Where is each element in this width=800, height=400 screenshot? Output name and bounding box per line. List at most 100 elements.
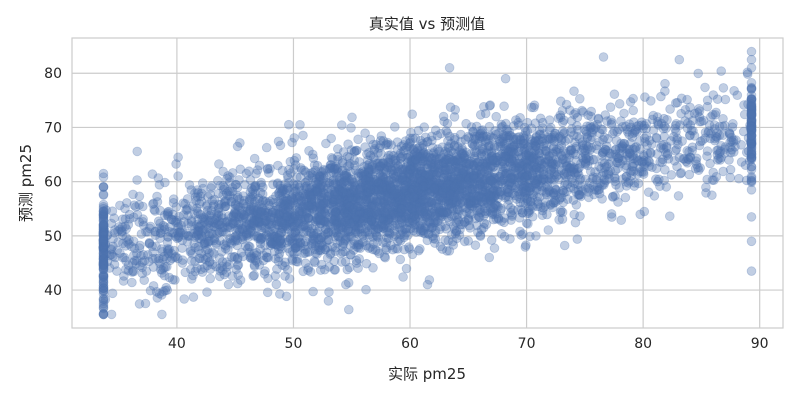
data-point — [693, 165, 704, 176]
data-point — [224, 259, 234, 270]
data-point — [232, 235, 243, 246]
data-point — [422, 137, 432, 147]
data-point — [166, 214, 177, 225]
data-point — [305, 267, 316, 277]
data-point — [98, 236, 109, 247]
data-point — [712, 145, 722, 156]
data-point — [646, 139, 657, 150]
data-point — [577, 153, 588, 163]
data-point — [489, 141, 500, 151]
data-point — [694, 140, 705, 151]
data-point — [409, 143, 419, 154]
data-point — [462, 175, 473, 186]
plot-area — [72, 38, 783, 328]
data-point — [346, 123, 356, 133]
data-point — [480, 108, 491, 119]
data-point — [639, 133, 650, 144]
data-point — [415, 188, 426, 199]
data-point — [433, 160, 444, 170]
data-point — [256, 226, 267, 237]
data-point — [277, 244, 287, 254]
data-point — [110, 225, 120, 235]
data-point — [281, 185, 292, 195]
data-point — [148, 198, 159, 209]
data-point — [583, 141, 593, 152]
data-point — [200, 254, 211, 265]
data-point — [743, 99, 753, 109]
data-point — [562, 179, 573, 190]
data-point — [656, 91, 666, 102]
data-point — [497, 132, 507, 143]
data-point — [413, 198, 424, 208]
data-point — [243, 232, 254, 243]
data-point — [439, 149, 449, 159]
data-point — [528, 187, 538, 198]
data-point — [366, 193, 376, 203]
data-point — [295, 120, 305, 130]
data-point — [569, 178, 580, 189]
data-point — [212, 212, 222, 223]
data-point — [527, 181, 537, 192]
data-point — [501, 191, 512, 201]
data-point — [473, 183, 484, 194]
data-point — [468, 198, 479, 208]
data-point — [647, 114, 658, 125]
data-point — [259, 210, 270, 220]
data-point — [534, 155, 545, 166]
data-point — [283, 243, 293, 254]
data-point — [234, 217, 244, 228]
data-point — [353, 210, 363, 221]
data-point — [153, 256, 164, 266]
data-point — [330, 213, 341, 223]
data-point — [374, 248, 385, 259]
data-point — [134, 200, 145, 210]
data-point — [499, 151, 510, 161]
data-point — [474, 212, 485, 223]
data-point — [204, 228, 214, 239]
data-point — [261, 247, 272, 258]
data-point — [451, 212, 462, 222]
data-point — [99, 220, 109, 230]
data-point — [489, 178, 500, 189]
data-point — [469, 157, 480, 168]
data-point — [597, 170, 607, 181]
data-point — [295, 163, 306, 173]
data-point — [531, 231, 541, 241]
data-point — [386, 183, 396, 193]
data-point — [415, 170, 425, 180]
data-point — [409, 176, 420, 187]
data-point — [449, 140, 460, 151]
data-point — [249, 181, 260, 192]
data-point — [624, 152, 634, 163]
data-point — [538, 174, 549, 185]
data-point — [518, 131, 529, 141]
data-point — [107, 288, 118, 299]
data-point — [304, 146, 314, 156]
data-point — [739, 100, 749, 110]
data-point — [742, 69, 753, 79]
data-point — [549, 174, 559, 185]
data-point — [289, 222, 300, 232]
data-point — [239, 212, 249, 223]
data-point — [676, 108, 686, 119]
data-point — [320, 165, 331, 176]
data-point — [409, 210, 420, 221]
data-point — [342, 213, 353, 224]
data-point — [429, 218, 439, 228]
data-point — [365, 177, 375, 187]
data-point — [508, 144, 519, 155]
data-point — [179, 294, 190, 304]
data-point — [746, 115, 757, 125]
data-point — [603, 167, 614, 177]
data-point — [233, 270, 244, 280]
data-point — [308, 238, 319, 249]
data-point — [537, 133, 548, 144]
data-point — [273, 220, 284, 231]
data-point — [460, 179, 471, 189]
data-point — [395, 148, 406, 159]
data-point — [343, 187, 354, 197]
data-point — [130, 255, 140, 266]
data-point — [746, 236, 757, 247]
data-point — [175, 227, 186, 238]
data-point — [354, 209, 365, 219]
